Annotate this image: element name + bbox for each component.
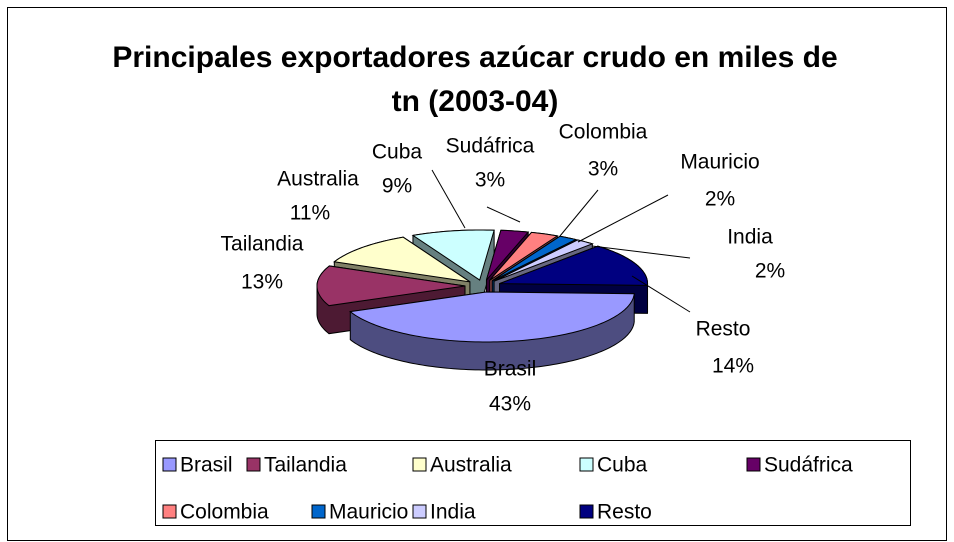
data-label-name: Mauricio — [680, 151, 759, 174]
legend-swatch — [246, 457, 261, 472]
legend-swatch — [579, 457, 594, 472]
data-label: 2% — [755, 260, 785, 283]
leader-line — [631, 275, 691, 313]
data-label: 9% — [382, 175, 412, 198]
leader-line — [559, 189, 599, 237]
data-label: 14% — [712, 355, 754, 378]
slice — [349, 291, 635, 343]
legend-swatch — [162, 457, 177, 472]
chart-title: Principales exportadores azúcar crudo en… — [112, 41, 838, 118]
data-label-name: India — [727, 226, 773, 249]
legend-label: Brasil — [180, 454, 233, 477]
slice — [493, 239, 594, 282]
slice — [411, 229, 495, 281]
slice — [499, 245, 649, 286]
legend-swatch — [412, 504, 427, 519]
data-label-name: Australia — [277, 168, 359, 191]
slice — [489, 231, 559, 281]
legend-label: Cuba — [597, 454, 648, 477]
slice — [491, 235, 578, 282]
legend-swatch — [746, 457, 761, 472]
slice — [333, 236, 471, 283]
legend-label: Australia — [430, 454, 512, 477]
leader-line — [431, 169, 466, 229]
legend-swatch — [162, 504, 177, 519]
data-label: 43% — [489, 393, 531, 416]
legend-label: Resto — [597, 501, 652, 524]
data-label: 11% — [290, 202, 330, 225]
data-label-name: Brasil — [484, 358, 537, 381]
legend-swatch — [412, 457, 427, 472]
data-label-name: Colombia — [559, 121, 648, 144]
leader-line — [577, 194, 669, 243]
legend-label: Tailandia — [264, 454, 347, 477]
leader-line — [486, 206, 521, 223]
data-label: 3% — [588, 158, 618, 181]
slice — [316, 265, 466, 307]
leader-line — [591, 245, 691, 259]
legend-label: India — [430, 501, 476, 524]
data-label-name: Tailandia — [221, 233, 304, 256]
legend-swatch — [311, 504, 326, 519]
legend-label: Mauricio — [329, 501, 408, 524]
slice — [485, 229, 530, 281]
data-label: 3% — [475, 169, 505, 192]
data-label-name: Sudáfrica — [446, 135, 535, 158]
legend-swatch — [579, 504, 594, 519]
data-label: 2% — [705, 188, 735, 211]
data-label-name: Resto — [696, 318, 751, 341]
legend-label: Sudáfrica — [764, 454, 853, 477]
data-label: 13% — [241, 271, 283, 294]
legend-box — [155, 440, 911, 526]
legend-label: Colombia — [180, 501, 269, 524]
data-label-name: Cuba — [372, 141, 423, 164]
